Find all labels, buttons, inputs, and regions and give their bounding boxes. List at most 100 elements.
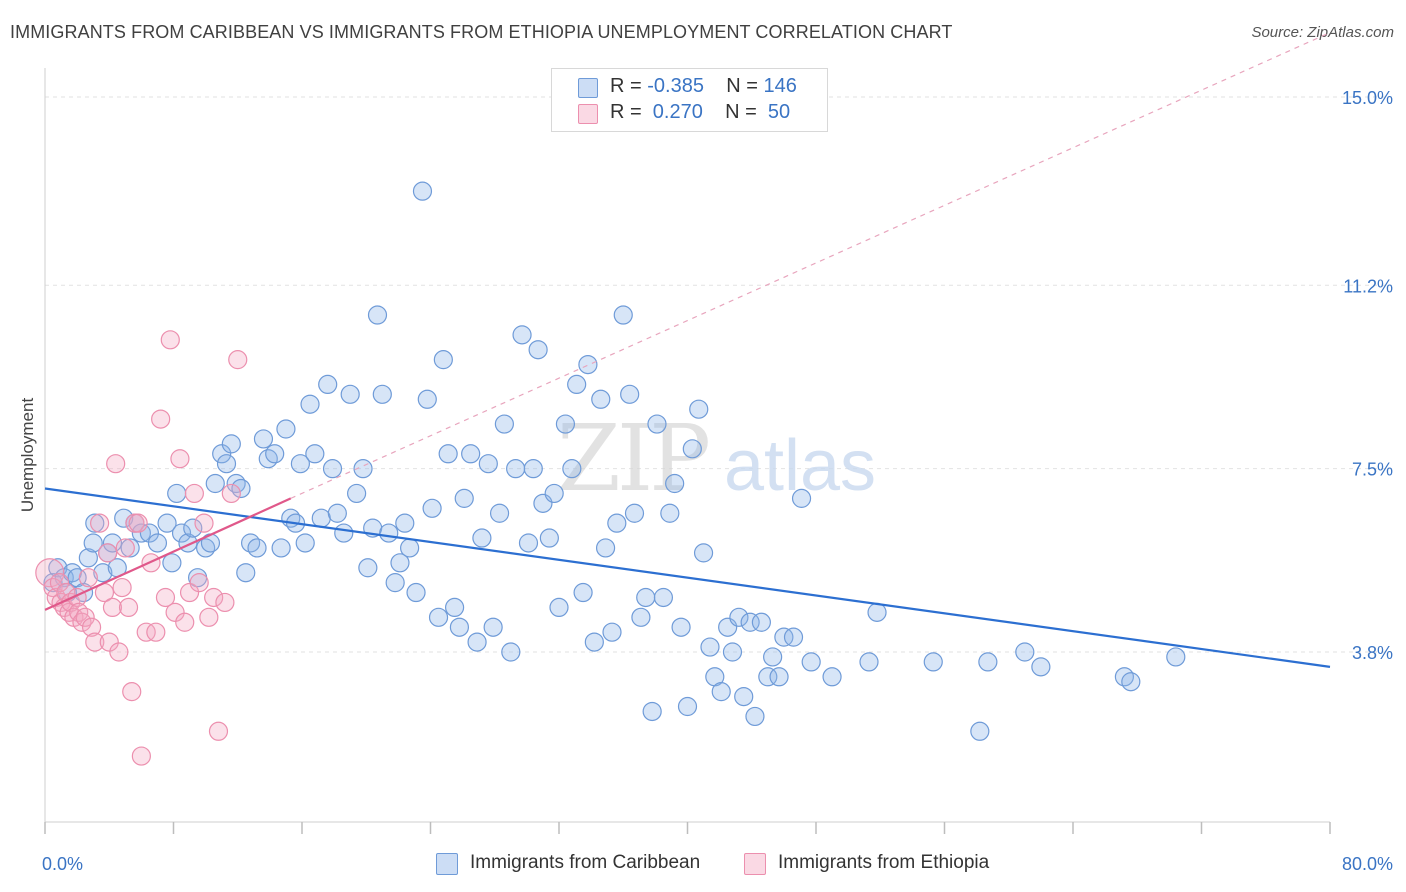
caribbean-point xyxy=(567,374,587,395)
ethiopia-point xyxy=(109,642,129,662)
x-tick-label: 0.0% xyxy=(42,854,83,874)
ethiopia-point xyxy=(170,449,190,469)
caribbean-point xyxy=(1114,667,1135,687)
ethiopia-point xyxy=(81,617,102,637)
caribbean-point xyxy=(978,652,998,672)
ethiopia-point xyxy=(179,582,200,603)
ethiopia-point xyxy=(131,746,151,766)
ethiopia-point xyxy=(85,632,105,652)
ethiopia-point xyxy=(160,330,180,350)
caribbean-point xyxy=(417,389,437,409)
trend-lines xyxy=(44,32,1331,668)
caribbean-point xyxy=(120,538,140,558)
caribbean-point xyxy=(48,558,68,578)
caribbean-point xyxy=(340,384,360,404)
caribbean-point xyxy=(584,632,604,652)
ethiopia-point xyxy=(199,607,219,627)
caribbean-point xyxy=(494,414,514,434)
caribbean-point xyxy=(467,632,487,652)
y-tick-label: 15.0% xyxy=(1342,88,1393,108)
caribbean-point xyxy=(595,538,616,558)
source-label: Source: ZipAtlas.com xyxy=(1251,24,1394,41)
caribbean-point xyxy=(472,528,492,548)
caribbean-point xyxy=(539,528,559,548)
tick-labels: 3.8% 7.5% 11.2% 15.0% 0.0% 80.0% xyxy=(42,88,1393,874)
chart-title: IMMIGRANTS FROM CARIBBEAN VS IMMIGRANTS … xyxy=(10,22,953,42)
caribbean-point xyxy=(745,706,765,727)
caribbean-point xyxy=(311,508,331,528)
caribbean-point xyxy=(114,508,134,528)
caribbean-point xyxy=(653,587,674,608)
caribbean-point xyxy=(83,533,103,553)
caribbean-point xyxy=(624,503,645,523)
ethiopia-point xyxy=(78,568,98,588)
caribbean-point xyxy=(147,533,168,553)
caribbean-point xyxy=(729,607,749,627)
caribbean-point xyxy=(693,543,714,563)
caribbean-point xyxy=(390,553,410,573)
series-ethiopia-points xyxy=(35,330,248,766)
caribbean-point xyxy=(428,607,449,627)
caribbean-point xyxy=(769,667,789,687)
legend-r-value: -0.385 xyxy=(647,75,704,97)
caribbean-point xyxy=(602,622,622,642)
caribbean-point xyxy=(722,642,743,662)
caribbean-point xyxy=(774,627,794,647)
watermark-atlas: atlas xyxy=(724,426,876,506)
axes xyxy=(44,68,1331,834)
caribbean-point xyxy=(801,652,821,672)
caribbean-point xyxy=(241,533,261,553)
caribbean-point xyxy=(660,503,680,523)
caribbean-point xyxy=(636,587,656,608)
caribbean-point xyxy=(205,473,225,494)
caribbean-point xyxy=(265,444,285,464)
ethiopia-point xyxy=(215,592,235,613)
caribbean-point xyxy=(751,612,771,632)
caribbean-point xyxy=(171,523,192,543)
caribbean-point xyxy=(923,652,943,672)
watermark-zip: ZIP xyxy=(557,405,708,512)
ethiopia-point xyxy=(184,483,204,504)
caribbean-point xyxy=(300,394,320,414)
caribbean-point xyxy=(763,647,783,667)
ethiopia-point xyxy=(75,607,95,627)
caribbean-point xyxy=(305,444,325,464)
caribbean-point xyxy=(489,503,510,523)
caribbean-point xyxy=(334,523,354,543)
legend-n-value: 50 xyxy=(762,101,791,123)
y-tick-label: 7.5% xyxy=(1352,460,1393,480)
caribbean-point xyxy=(385,573,405,593)
caribbean-point xyxy=(1015,642,1035,662)
ethiopia-point xyxy=(90,513,110,533)
ethiopia-point xyxy=(221,483,241,504)
caribbean-point xyxy=(444,597,465,618)
bottom-legend-swatch-caribbean xyxy=(436,853,458,875)
caribbean-point xyxy=(162,553,182,573)
ethiopia-point xyxy=(228,350,248,370)
caribbean-point xyxy=(544,483,564,504)
correlation-legend: R = -0.385 N = 146 R = 0.270 N = 50 xyxy=(551,68,828,132)
caribbean-point xyxy=(682,439,702,459)
caribbean-point xyxy=(867,602,887,622)
caribbean-point xyxy=(573,582,593,603)
caribbean-trend-line xyxy=(44,487,1331,668)
ethiopia-point xyxy=(112,577,132,598)
caribbean-point xyxy=(970,721,990,741)
legend-n-label: N = xyxy=(726,75,758,97)
watermark: ZIP atlas xyxy=(557,405,876,512)
caribbean-point xyxy=(395,513,415,533)
bottom-legend-swatch-ethiopia xyxy=(744,853,766,875)
ethiopia-point xyxy=(204,587,224,608)
ethiopia-trend-line xyxy=(44,497,292,611)
caribbean-point xyxy=(483,617,503,637)
series-caribbean-points xyxy=(43,181,1186,741)
ethiopia-point xyxy=(99,632,119,652)
y-tick-label: 11.2% xyxy=(1343,276,1393,296)
caribbean-point xyxy=(528,340,548,360)
caribbean-point xyxy=(290,454,310,474)
ethiopia-point xyxy=(106,454,126,474)
caribbean-point xyxy=(620,384,640,404)
caribbean-point xyxy=(400,538,420,558)
caribbean-point xyxy=(157,513,177,533)
